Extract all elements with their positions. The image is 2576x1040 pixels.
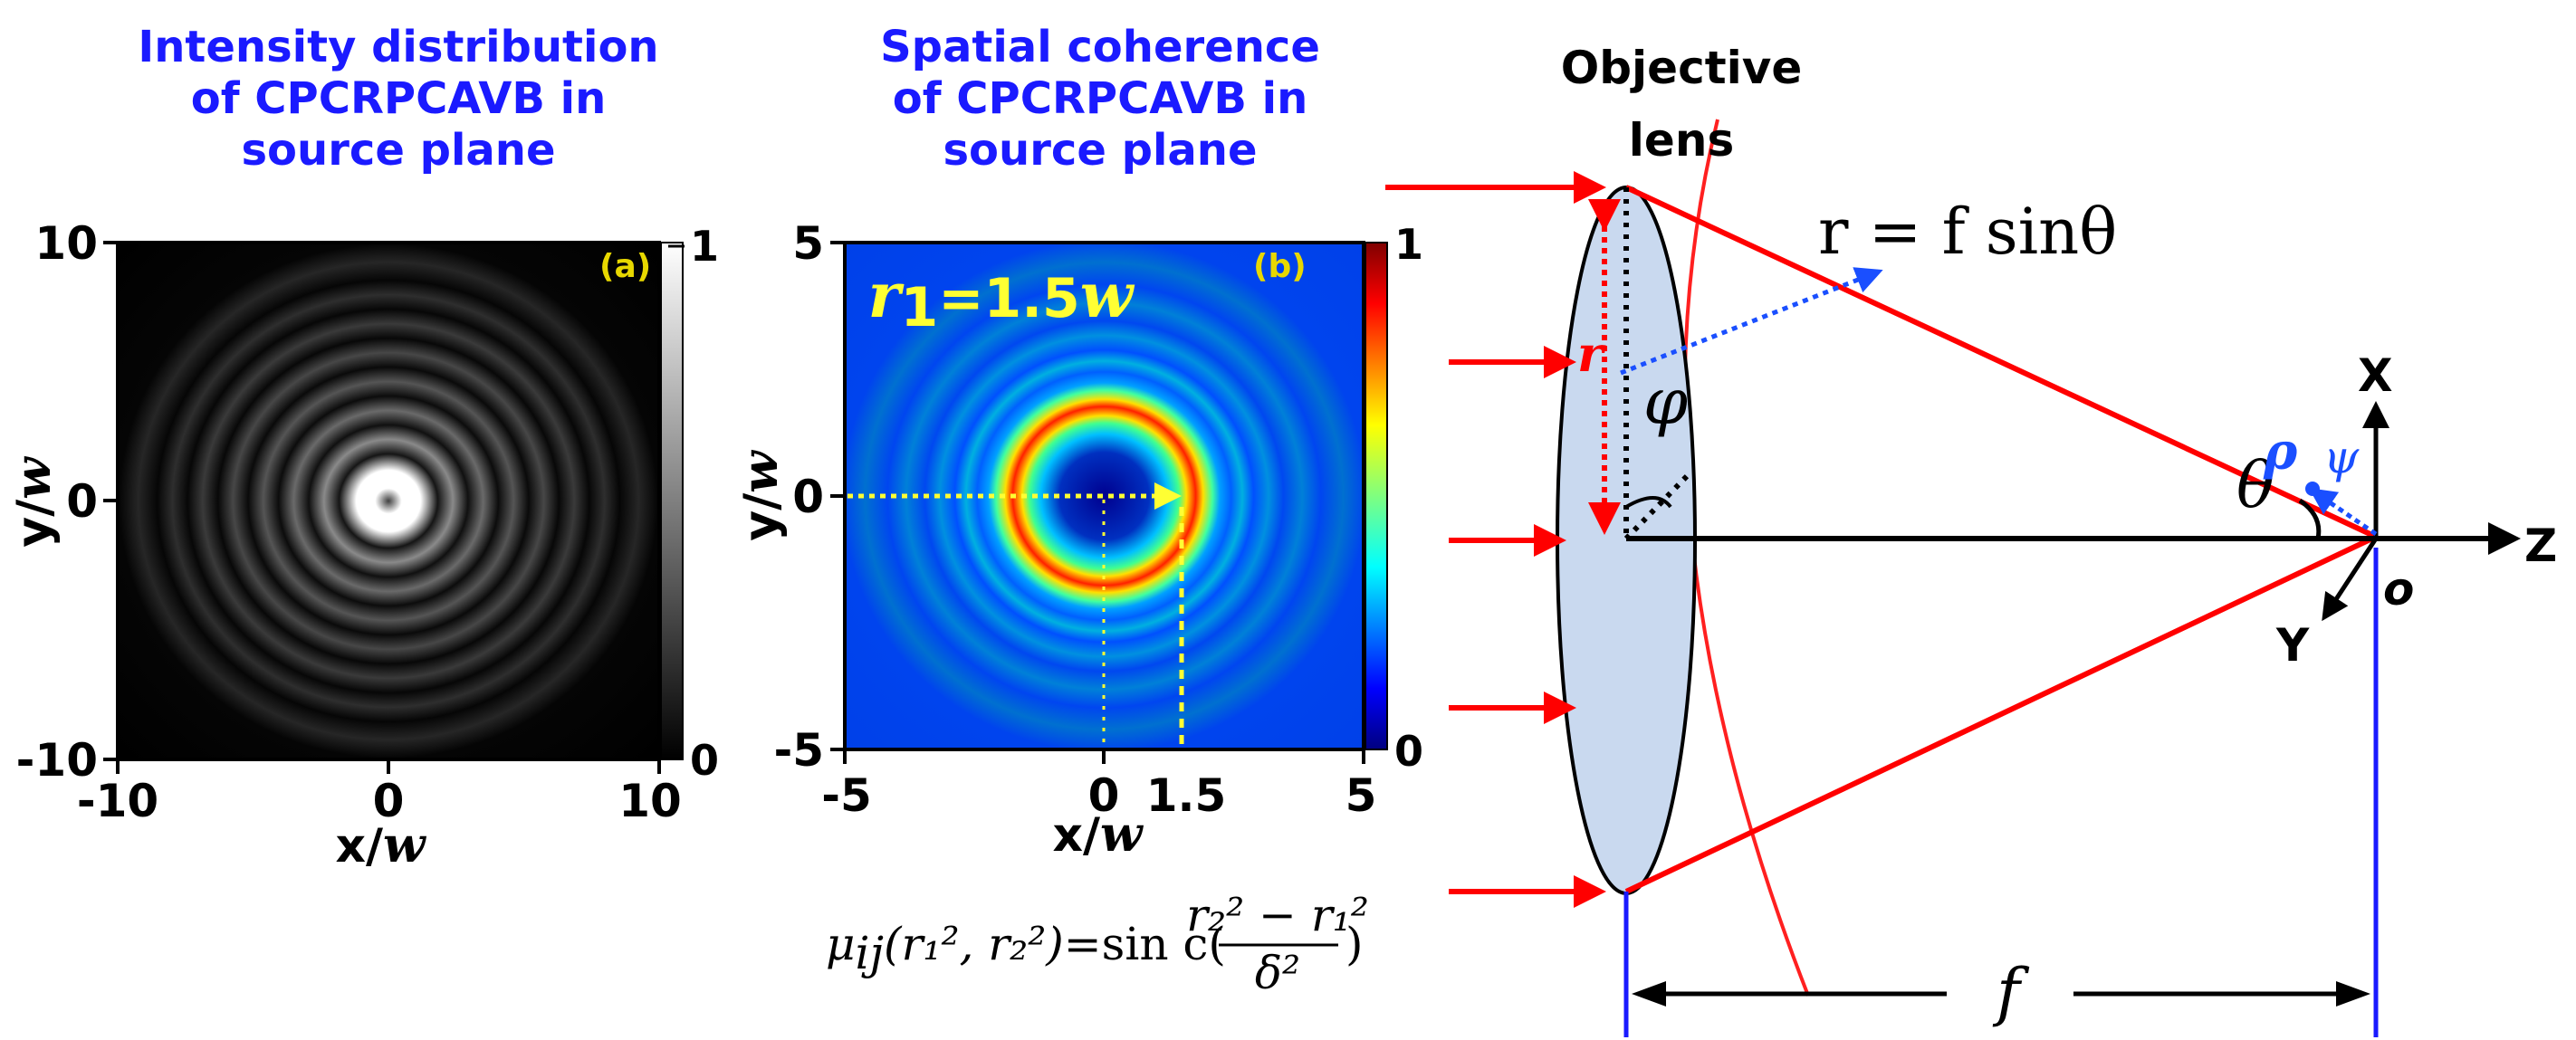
panel-a-xtick: -10 (77, 775, 158, 827)
panel-a-ylabel: y/w (4, 455, 62, 548)
equation-numerator: r₂² − r₁² (1186, 889, 1369, 941)
converging-ray-upper (1624, 185, 2378, 539)
lens-label-line-1: Objective (1561, 42, 1803, 94)
panel-b-title-line-3: source plane (943, 125, 1257, 176)
spherical-wavefront (1682, 119, 1810, 997)
panel-a-colorbar-tick-max: 1 (690, 222, 719, 271)
radius-r-label: r (1577, 325, 1606, 383)
panel-a-ytick: 10 (34, 217, 98, 270)
focal-length-label: f (1992, 955, 2030, 1029)
panel-b-colorbar (1365, 242, 1388, 750)
theta-arc (2298, 498, 2322, 539)
panel-a-tag: (a) (599, 248, 651, 285)
panel-a: Intensity distribution of CPCRPCAVB in s… (4, 22, 719, 873)
panel-a-ytick: 0 (66, 475, 98, 528)
lens-phi-dotted (1623, 471, 1692, 541)
origin-label: o (2383, 563, 2414, 615)
panel-b-ylabel: y/w (731, 449, 789, 541)
phi-arc (1624, 496, 1672, 509)
panel-a-intensity-map (118, 243, 659, 759)
y-axis-label: Y (2275, 619, 2310, 672)
panel-b-xtick: 0 (1088, 769, 1120, 822)
panel-b-ytick: 0 (792, 471, 824, 523)
phi-label: φ (1643, 365, 1688, 439)
panel-b-xtick: -5 (821, 769, 872, 822)
rho-label: ρ (2263, 422, 2298, 482)
panel-a-xlabel: x/w (335, 816, 427, 873)
psi-label: ψ (2323, 431, 2360, 483)
panel-a-title-line-2: of CPCRPCAVB in (191, 73, 607, 124)
coherence-equation: μij(r₁², r₂²)=sin c( r₂² − r₁² δ² ) (826, 889, 1369, 999)
panel-b-title-line-2: of CPCRPCAVB in (893, 73, 1308, 124)
panel-a-title-line-3: source plane (241, 125, 555, 176)
lens-label-line-2: lens (1629, 114, 1734, 167)
panel-a-colorbar-tick-min: 0 (690, 736, 719, 785)
formula-label: r = f sinθ (1818, 195, 2117, 269)
panel-b-ytick: 5 (792, 217, 824, 270)
panel-a-xtick: 10 (618, 775, 682, 827)
equation-close: ) (1345, 918, 1364, 970)
panel-b-colorbar-tick-min: 0 (1394, 727, 1423, 776)
panel-a-xtick: 0 (373, 775, 405, 827)
z-axis-label: Z (2524, 520, 2557, 572)
rho-vector (2308, 488, 2378, 537)
equation-left: μij(r₁², r₂²)=sin c( (826, 918, 1226, 979)
panel-b-ytick: -5 (773, 724, 824, 777)
panel-b-xtick: 5 (1345, 769, 1377, 822)
optics-diagram: r φ r = f sinθ θ ρ ψ X Z Y o Objective l… (1385, 42, 2557, 1037)
projection-arrow (1620, 267, 1883, 376)
panel-b-xtick: 1.5 (1146, 769, 1227, 822)
panel-a-title-line-1: Intensity distribution (138, 22, 658, 72)
converging-ray-lower (1624, 534, 2378, 894)
y-axis (2322, 537, 2379, 622)
rho-point (2305, 482, 2320, 496)
panel-b-colorbar-tick-max: 1 (1394, 220, 1423, 269)
panel-a-colorbar (660, 242, 684, 760)
panel-b-r1-annotation: r1=1.5w (868, 260, 1135, 339)
equation-denominator: δ² (1255, 947, 1300, 999)
panel-a-ytick: -10 (16, 734, 98, 787)
panel-b-xlabel: x/w (1052, 805, 1144, 863)
panel-b-tag: (b) (1253, 248, 1307, 285)
panel-b-title-line-1: Spatial coherence (880, 22, 1320, 72)
panel-b: Spatial coherence of CPCRPCAVB in source… (731, 22, 1423, 999)
theta-label: θ (2236, 448, 2274, 522)
x-axis-label: X (2358, 349, 2393, 402)
